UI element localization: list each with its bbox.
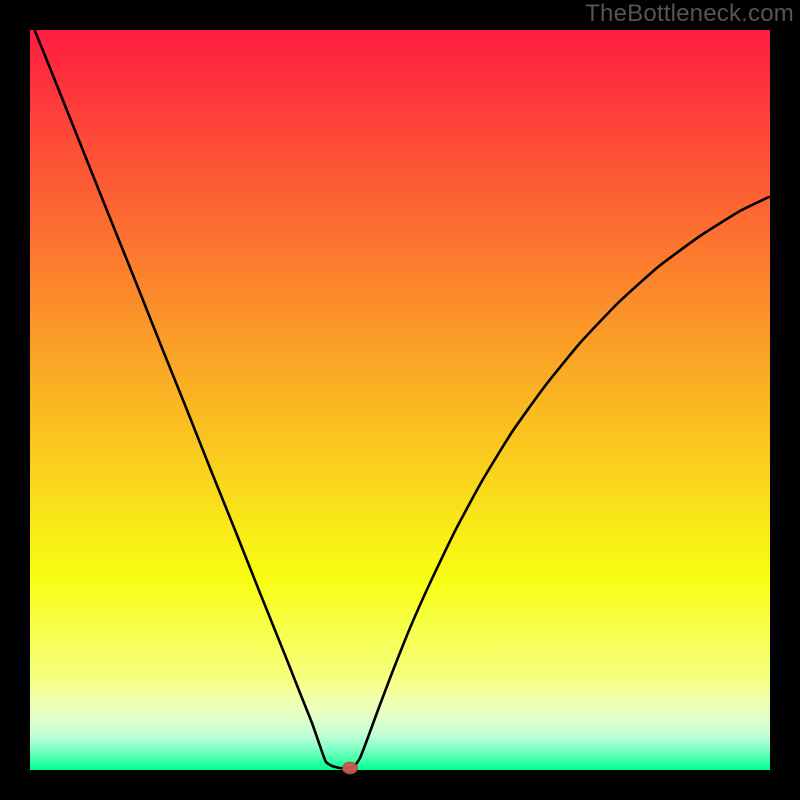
- plot-area-gradient-rect: [30, 30, 770, 770]
- optimum-marker: [343, 762, 358, 774]
- bottleneck-chart-svg: [0, 0, 800, 800]
- chart-container: TheBottleneck.com: [0, 0, 800, 800]
- watermark-text: TheBottleneck.com: [585, 0, 794, 28]
